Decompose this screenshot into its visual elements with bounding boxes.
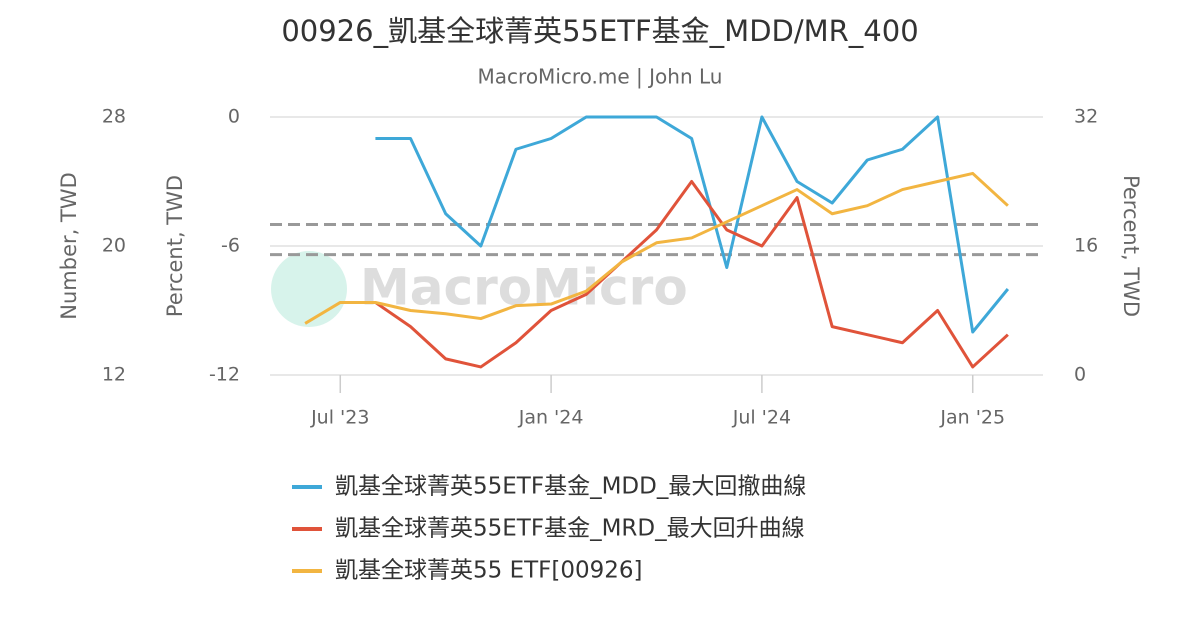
series-line	[374, 180, 1009, 369]
y3-tick-label: 32	[1074, 106, 1098, 128]
chart-title: 00926_凱基全球菁英55ETF基金_MDD/MR_400	[281, 14, 918, 48]
y-tick-label: 12	[102, 364, 126, 386]
y-axis-title: Number, TWD	[57, 172, 81, 319]
legend-label: 凱基全球菁英55 ETF[00926]	[335, 558, 643, 584]
y-tick-label: 20	[102, 235, 126, 257]
x-tick-label: Jul '23	[310, 407, 369, 429]
legend-label: 凱基全球菁英55ETF基金_MRD_最大回升曲線	[335, 516, 805, 542]
y3-axis-title: Percent, TWD	[1119, 175, 1143, 317]
y2-axis-title: Percent, TWD	[163, 175, 187, 317]
series-line	[304, 171, 1009, 325]
y3-tick-label: 0	[1074, 364, 1086, 386]
y3-tick-label: 16	[1074, 235, 1098, 257]
legend-item: 凱基全球菁英55ETF基金_MDD_最大回撤曲線	[292, 474, 806, 500]
x-tick-label: Jul '24	[732, 407, 791, 429]
series-line	[375, 115, 1010, 334]
legend-item: 凱基全球菁英55 ETF[00926]	[292, 558, 643, 584]
y2-tick-label: -6	[221, 235, 240, 257]
y2-tick-label: 0	[228, 106, 240, 128]
y-tick-label: 28	[102, 106, 126, 128]
watermark: MacroMicro	[360, 259, 688, 317]
chart-subtitle: MacroMicro.me | John Lu	[478, 65, 723, 89]
x-tick-label: Jan '24	[518, 407, 584, 429]
legend-label: 凱基全球菁英55ETF基金_MDD_最大回撤曲線	[335, 474, 806, 500]
y2-tick-label: -12	[209, 364, 240, 386]
watermark-logo	[271, 251, 347, 327]
x-tick-label: Jan '25	[939, 407, 1005, 429]
legend-item: 凱基全球菁英55ETF基金_MRD_最大回升曲線	[292, 516, 805, 542]
